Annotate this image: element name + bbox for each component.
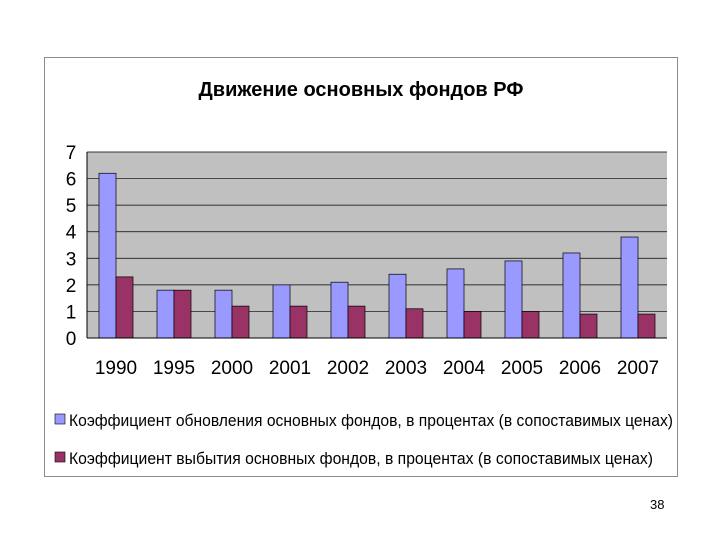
y-axis-ticks: 0 1 2 3 4 5 6 7 xyxy=(66,143,77,350)
bar-series-1 xyxy=(562,252,581,339)
x-tick-label: 2001 xyxy=(269,358,311,379)
bar-series-2 xyxy=(289,305,308,339)
x-tick-label: 2005 xyxy=(501,358,543,379)
bar-series-1 xyxy=(620,236,639,339)
bar-series-1 xyxy=(446,268,465,339)
bar-series-1 xyxy=(98,172,117,339)
legend-label-series-1: Коэффициент обновления основных фондов, … xyxy=(69,412,673,430)
x-tick-label: 2006 xyxy=(559,358,601,379)
bar-series-2 xyxy=(463,311,482,339)
bar-series-2 xyxy=(231,305,250,339)
y-tick-label: 1 xyxy=(66,302,77,323)
page-number: 38 xyxy=(650,497,665,512)
legend-swatch-series-1 xyxy=(54,413,66,425)
bar-series-1 xyxy=(388,273,407,339)
bar-series-2 xyxy=(173,289,192,339)
bar-series-2 xyxy=(115,276,134,339)
legend: Коэффициент обновления основных фондов, … xyxy=(54,412,673,468)
bar-series-1 xyxy=(330,281,349,339)
x-tick-label: 2004 xyxy=(443,358,486,379)
bar-series-1 xyxy=(272,284,291,339)
legend-swatch-series-2 xyxy=(54,451,66,463)
bar-series-2 xyxy=(579,313,598,339)
bar-series-2 xyxy=(637,313,656,339)
y-tick-label: 3 xyxy=(66,249,77,270)
x-axis-ticks: 1990 1995 2000 2001 2002 2003 2004 2005 2006 2007 xyxy=(95,358,659,379)
legend-label-series-2: Коэффициент выбытия основных фондов, в п… xyxy=(69,450,653,468)
x-tick-label: 1995 xyxy=(153,358,195,379)
bar-series-1 xyxy=(214,289,233,339)
bar-series-1 xyxy=(504,260,523,339)
chart-title: Движение основных фондов РФ xyxy=(199,79,524,101)
y-tick-label: 6 xyxy=(66,170,77,191)
y-tick-label: 7 xyxy=(66,143,77,164)
bar-series-1 xyxy=(156,289,175,339)
bar-series-2 xyxy=(405,308,424,339)
x-tick-label: 2002 xyxy=(327,358,369,379)
x-tick-label: 1990 xyxy=(95,358,137,379)
x-tick-label: 2007 xyxy=(617,358,659,379)
x-tick-label: 2000 xyxy=(211,358,253,379)
y-tick-label: 2 xyxy=(66,276,77,297)
chart-frame: Движение основных фондов РФ 0 1 2 3 4 5 6 7 199… xyxy=(44,57,678,477)
y-tick-label: 5 xyxy=(66,196,77,217)
bar-series-2 xyxy=(521,311,540,339)
y-tick-label: 4 xyxy=(66,223,77,244)
y-tick-label: 0 xyxy=(66,329,77,350)
bars xyxy=(98,172,656,339)
bar-series-2 xyxy=(347,305,366,339)
x-tick-label: 2003 xyxy=(385,358,427,379)
bar-chart: Движение основных фондов РФ 0 1 2 3 4 5 6 7 199… xyxy=(54,79,673,468)
